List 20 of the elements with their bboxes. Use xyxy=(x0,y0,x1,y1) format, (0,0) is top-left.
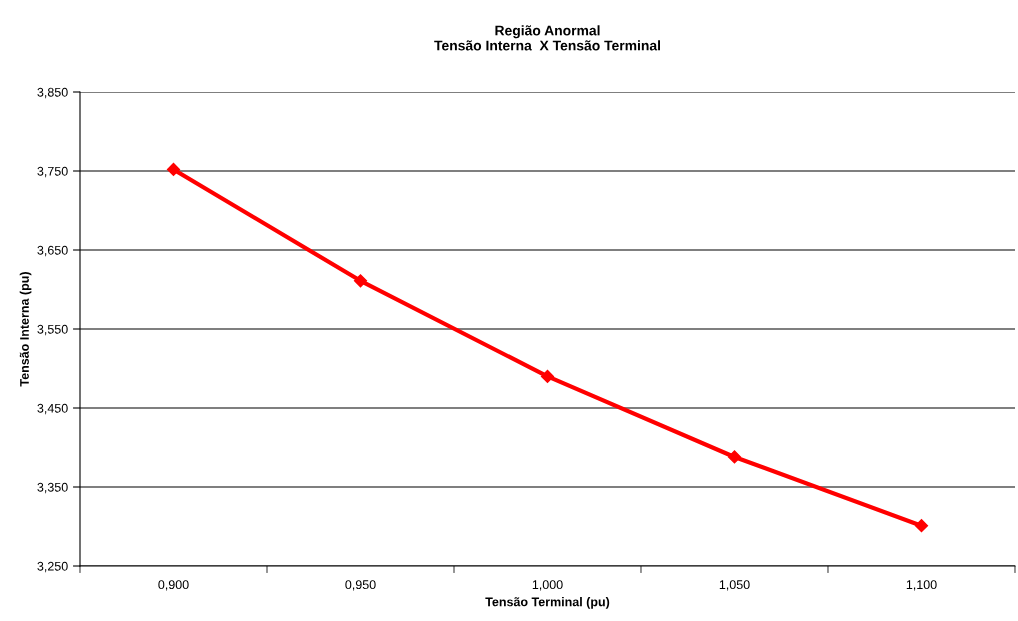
y-tick-label: 3,450 xyxy=(37,403,68,415)
y-tick-label: 3,750 xyxy=(37,166,68,178)
point xyxy=(540,369,555,383)
point xyxy=(727,450,742,464)
x-tick-label: 0,900 xyxy=(158,580,189,591)
y-tick-label: 3,550 xyxy=(37,324,68,336)
point xyxy=(914,519,929,533)
x-tick-label: 1,100 xyxy=(906,580,937,591)
x-axis-title: Tensão Terminal (pu) xyxy=(485,597,610,609)
x-tick-label: 1,000 xyxy=(532,580,563,591)
point xyxy=(166,162,181,177)
y-tick-label: 3,250 xyxy=(37,561,68,573)
y-tick-label: 3,350 xyxy=(37,482,68,494)
point xyxy=(353,274,368,288)
x-tick-label: 1,050 xyxy=(719,580,750,591)
y-tick-label: 3,650 xyxy=(37,245,68,257)
y-axis-title: Tensão Interna (pu) xyxy=(19,272,32,387)
x-tick-label: 0,950 xyxy=(345,580,376,591)
y-tick-label: 3,850 xyxy=(37,87,68,99)
chart-title: Região Anormal Tensão Interna X Tensão Terminal xyxy=(434,25,660,51)
